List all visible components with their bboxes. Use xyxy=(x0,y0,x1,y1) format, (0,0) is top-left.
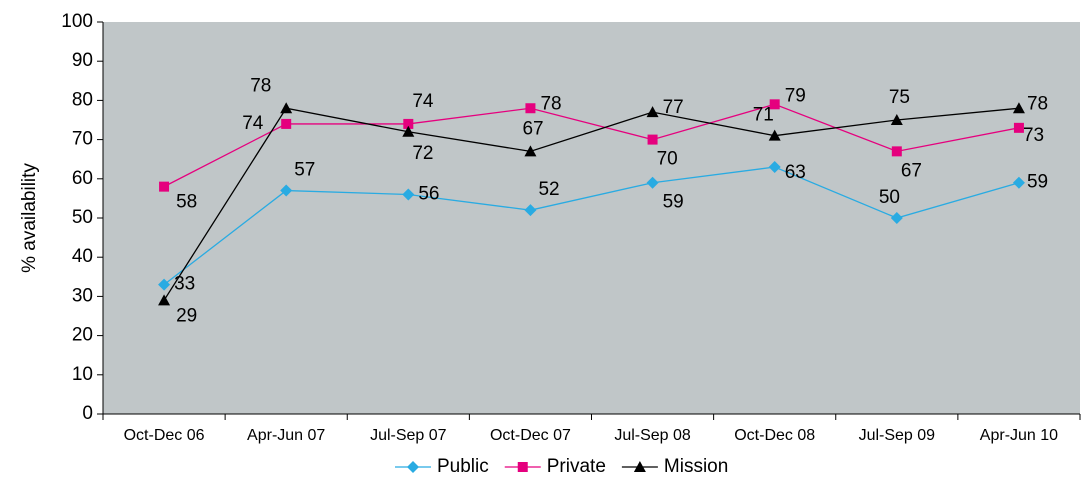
y-tick-label: 30 xyxy=(72,285,93,306)
marker xyxy=(891,146,902,157)
x-tick-label: Jul-Sep 09 xyxy=(859,427,936,444)
y-tick-label: 40 xyxy=(72,246,93,267)
marker xyxy=(281,118,292,129)
marker xyxy=(1012,102,1025,114)
data-label: 77 xyxy=(663,97,684,118)
y-tick-label: 50 xyxy=(72,207,93,228)
y-tick-label: 10 xyxy=(72,364,93,385)
data-label: 75 xyxy=(889,87,910,108)
data-label: 78 xyxy=(1027,93,1048,114)
marker xyxy=(517,462,528,472)
marker xyxy=(524,204,537,217)
marker xyxy=(890,212,903,224)
series-line xyxy=(163,103,1020,188)
marker xyxy=(768,129,781,141)
data-label: 33 xyxy=(174,274,195,295)
marker xyxy=(1012,176,1025,189)
marker xyxy=(407,461,419,473)
data-label: 73 xyxy=(1023,125,1044,146)
data-label: 59 xyxy=(663,192,684,213)
marker xyxy=(647,134,658,145)
data-label: 74 xyxy=(412,91,434,112)
marker xyxy=(402,125,415,137)
data-label: 50 xyxy=(879,187,900,208)
marker xyxy=(158,278,171,291)
x-tick-label: Oct-Dec 06 xyxy=(124,427,205,444)
data-label: 78 xyxy=(540,93,561,114)
data-label: 59 xyxy=(1027,172,1048,193)
data-label: 67 xyxy=(901,160,922,181)
y-axis-label: % availability xyxy=(19,163,40,273)
marker xyxy=(633,461,646,472)
data-label: 72 xyxy=(412,143,433,164)
plot-area xyxy=(103,22,1080,414)
y-tick-label: 100 xyxy=(61,11,93,32)
marker xyxy=(768,161,781,174)
y-tick-label: 80 xyxy=(72,89,93,110)
y-tick-label: 60 xyxy=(72,168,93,189)
marker xyxy=(646,176,659,189)
x-tick-label: Jul-Sep 08 xyxy=(614,427,691,444)
data-label: 71 xyxy=(753,105,774,126)
marker xyxy=(159,181,170,192)
marker xyxy=(890,114,903,125)
data-label: 57 xyxy=(294,160,315,181)
marker xyxy=(646,106,659,118)
marker xyxy=(524,145,537,157)
x-tick-label: Jul-Sep 07 xyxy=(370,427,447,444)
marker xyxy=(403,118,414,129)
marker xyxy=(1013,122,1024,133)
data-label: 58 xyxy=(176,192,197,213)
y-tick-label: 90 xyxy=(72,50,93,71)
marker xyxy=(402,188,415,201)
data-label: 56 xyxy=(418,183,439,204)
marker xyxy=(525,103,536,114)
x-tick-label: Oct-Dec 07 xyxy=(490,427,571,444)
y-tick-label: 0 xyxy=(82,403,93,424)
legend-label: Private xyxy=(547,456,606,477)
data-label: 74 xyxy=(242,113,264,134)
x-tick-label: Apr-Jun 07 xyxy=(247,427,325,444)
marker xyxy=(280,184,293,197)
data-label: 70 xyxy=(657,149,678,170)
x-tick-label: Apr-Jun 10 xyxy=(980,427,1058,444)
data-label: 79 xyxy=(785,85,806,106)
y-tick-label: 70 xyxy=(72,129,93,150)
marker xyxy=(280,102,293,114)
series-line xyxy=(163,107,1019,301)
legend-label: Mission xyxy=(664,456,728,477)
marker xyxy=(769,99,780,110)
data-label: 67 xyxy=(522,118,543,139)
legend-label: Public xyxy=(437,456,489,477)
x-tick-label: Oct-Dec 08 xyxy=(734,427,815,444)
data-label: 78 xyxy=(250,75,271,96)
series-line xyxy=(163,166,1020,286)
y-tick-label: 20 xyxy=(72,325,93,346)
data-label: 29 xyxy=(176,305,197,326)
marker xyxy=(158,294,171,306)
data-label: 63 xyxy=(785,162,806,183)
data-label: 52 xyxy=(538,179,559,200)
